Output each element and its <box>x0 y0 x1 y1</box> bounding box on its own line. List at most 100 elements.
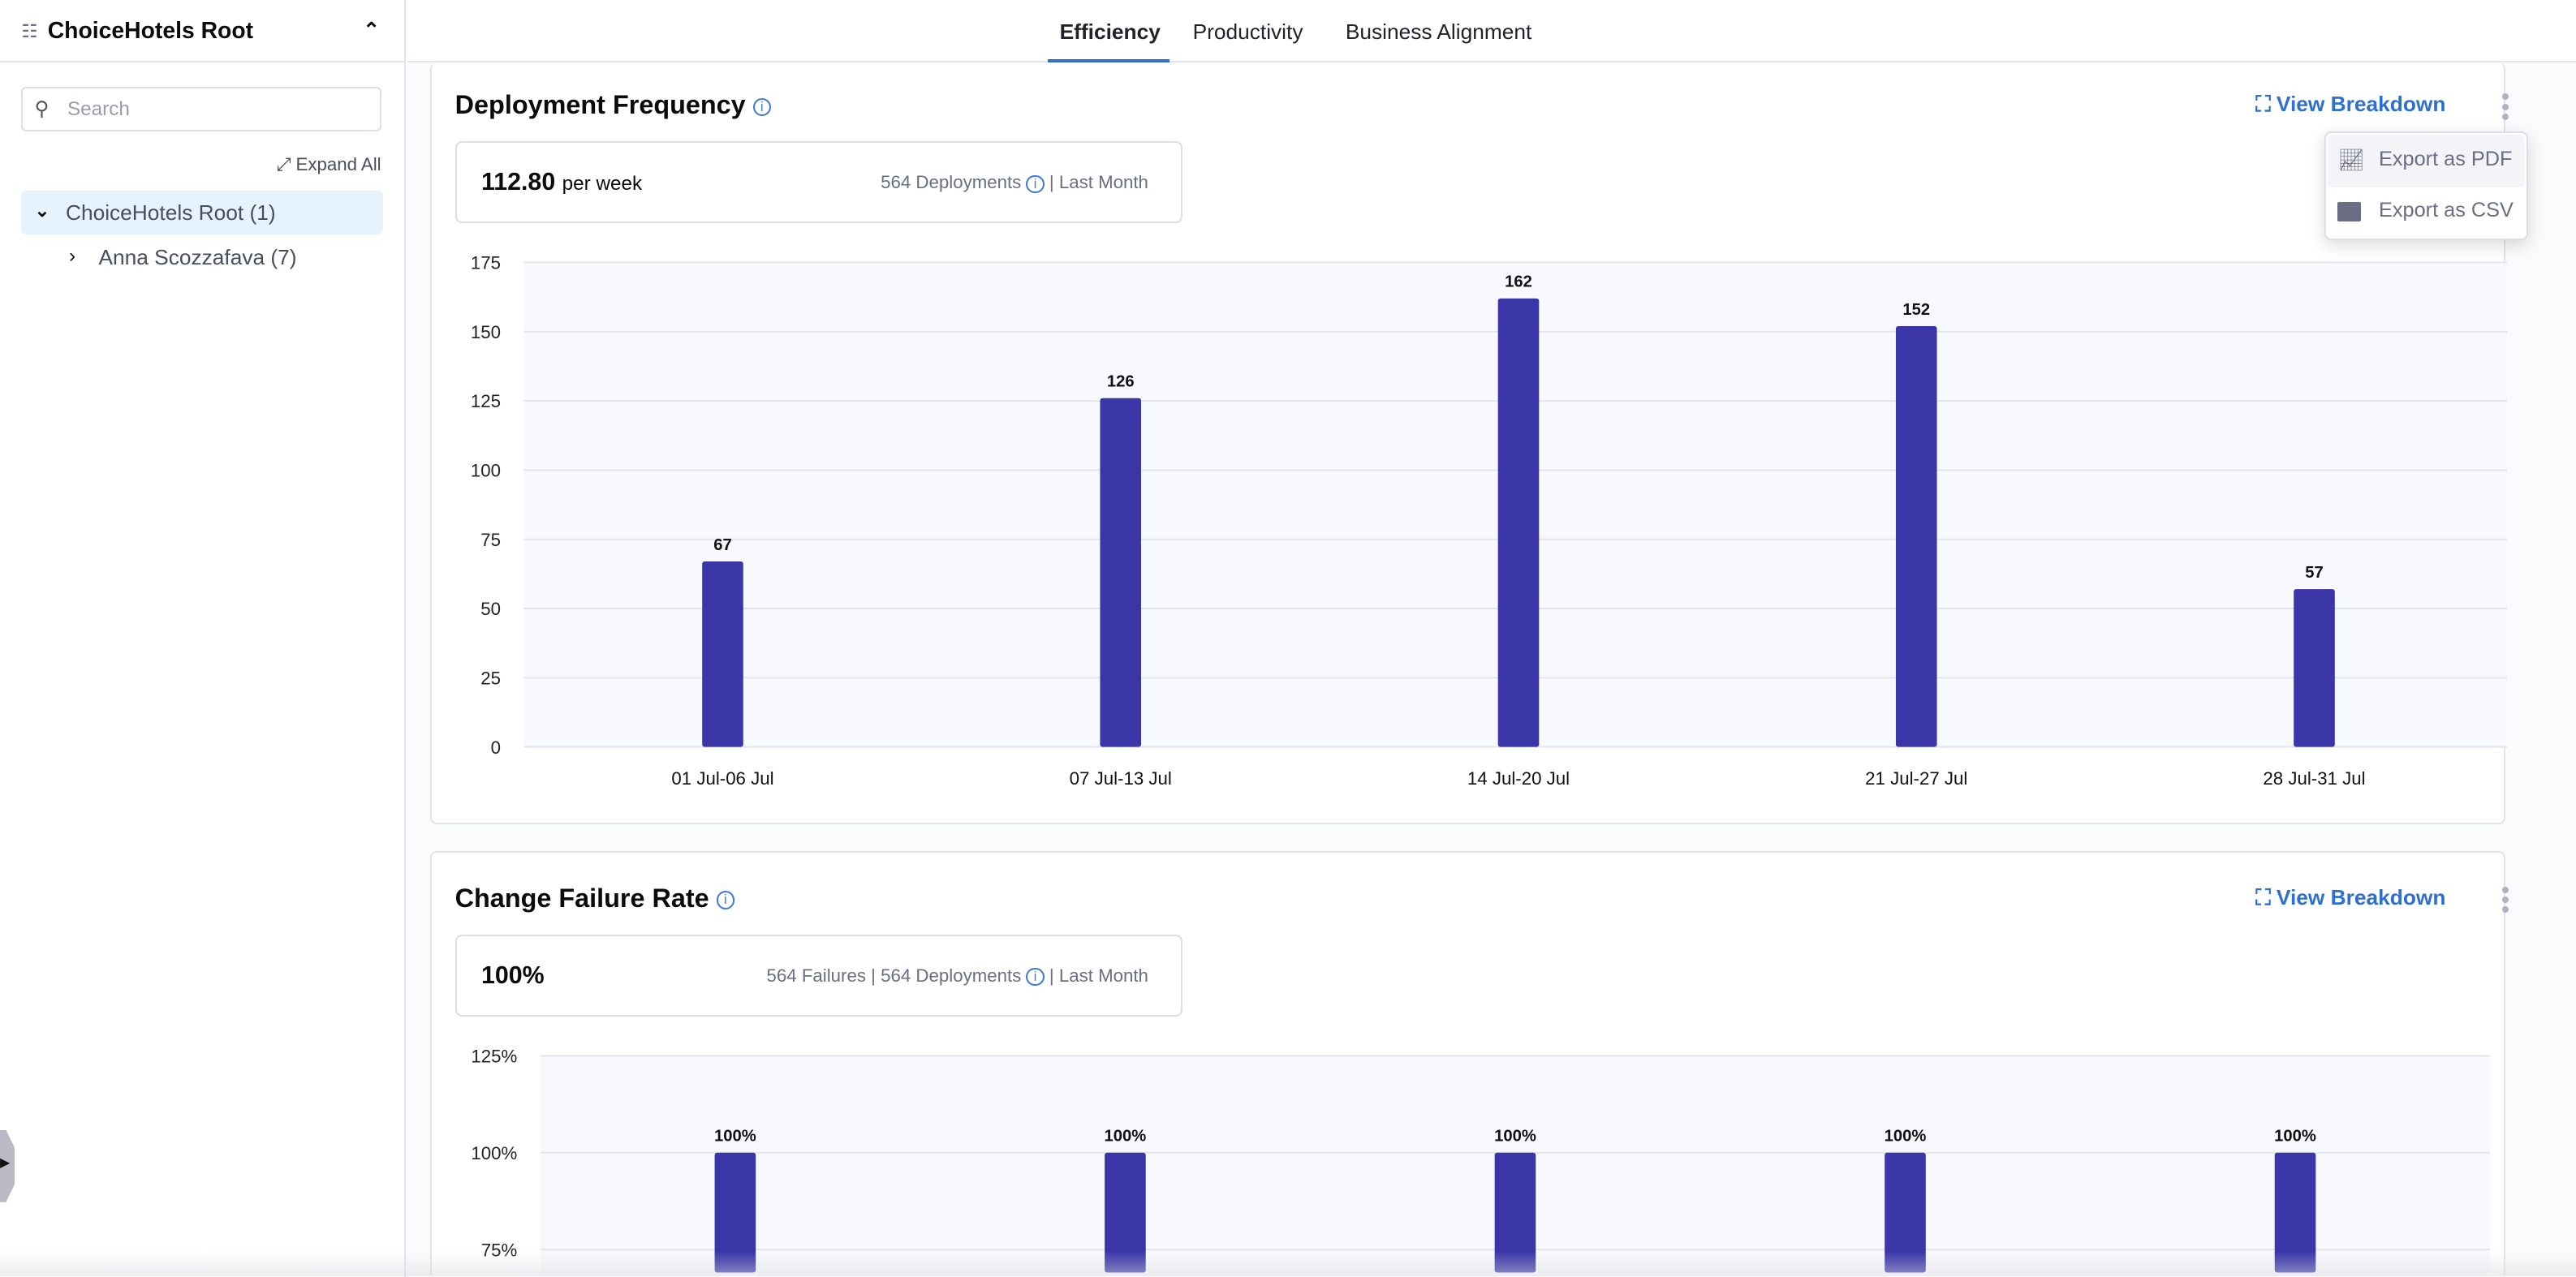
failures-count: 564 Failures <box>766 965 866 987</box>
view-breakdown-label: View Breakdown <box>2276 885 2446 909</box>
chevron-right-icon[interactable]: › <box>69 244 76 267</box>
card-title: Change Failure Rate i <box>455 884 734 914</box>
data-label: 126 <box>1107 373 1135 391</box>
menu-item-label: Export as CSV <box>2379 198 2514 221</box>
deployments-count: 564 Deployments <box>881 172 1022 193</box>
active-tab-indicator <box>1048 58 1170 62</box>
unit: per week <box>562 173 643 196</box>
y-tick-label: 150 <box>471 322 501 342</box>
bar <box>2275 1152 2316 1273</box>
y-tick-label: 125 <box>471 392 501 412</box>
search-icon: ⚲ <box>34 98 50 121</box>
summary-value: 112.80 per week <box>481 169 642 196</box>
tree-item-anna[interactable]: › Anna Scozzafava (7) <box>21 234 382 279</box>
y-tick-label: 0 <box>491 737 501 758</box>
x-tick-label: 07 Jul-13 Jul <box>1070 769 1172 789</box>
export-menu: 📈︎ Export as PDF Export as CSV <box>2324 131 2529 240</box>
bar <box>1494 1152 1536 1273</box>
change-failure-rate-chart: 75%100%125%100% 100% 100% 100% 100% <box>472 1047 2491 1273</box>
summary-value: 100% <box>481 962 545 990</box>
tab-business-alignment[interactable]: Business Alignment <box>1345 19 1532 45</box>
bar <box>1896 326 1937 747</box>
info-icon[interactable]: i <box>716 891 734 909</box>
x-tick-label: 14 Jul-20 Jul <box>1467 769 1570 789</box>
expand-all-button[interactable]: ⤢ Expand All <box>276 154 381 175</box>
data-label: 100% <box>1494 1128 1536 1146</box>
menu-item-export-csv[interactable]: Export as CSV <box>2328 189 2525 237</box>
bar <box>1885 1152 1927 1273</box>
bar <box>1105 1152 1147 1273</box>
card-title-text: Change Failure Rate <box>454 883 709 913</box>
summary-box: 112.80 per week 564 Deployments i | Last… <box>454 141 1183 224</box>
sidebar-title: ChoiceHotels Root <box>47 18 254 45</box>
summary-box: 100% 564 Failures | 564 Deployments i | … <box>454 934 1183 1017</box>
chart-plus-icon: 📈︎ <box>2337 148 2365 173</box>
change-failure-rate-card: Change Failure Rate i ⛶ View Breakdown 1… <box>430 850 2509 1275</box>
data-label: 100% <box>2274 1128 2316 1146</box>
data-label: 57 <box>2306 564 2324 582</box>
data-label: 67 <box>714 536 733 554</box>
hierarchy-icon: ☷ <box>21 21 38 42</box>
expand-icon: ⛶ <box>2255 92 2271 117</box>
menu-item-export-pdf[interactable]: 📈︎ Export as PDF <box>2328 134 2526 187</box>
tree-item-label: ChoiceHotels Root (1) <box>65 200 276 225</box>
bottom-fade <box>0 1251 2576 1276</box>
data-label: 152 <box>1903 301 1931 319</box>
data-label: 100% <box>714 1128 756 1146</box>
value: 112.80 <box>481 169 556 196</box>
y-tick-label: 75 <box>481 530 502 550</box>
search-placeholder: Search <box>67 98 130 121</box>
deployment-frequency-card: Deployment Frequency i ⛶ View Breakdown … <box>430 62 2509 825</box>
sidebar-header[interactable]: ☷ ChoiceHotels Root ⌃ <box>0 0 406 62</box>
card-title: Deployment Frequency i <box>455 90 771 120</box>
view-breakdown-button[interactable]: ⛶ View Breakdown <box>2255 92 2445 118</box>
table-icon <box>2337 201 2361 222</box>
tab-productivity[interactable]: Productivity <box>1192 19 1303 45</box>
tree-item-root[interactable]: ⌄ ChoiceHotels Root (1) <box>21 190 383 235</box>
summary-meta: 564 Deployments i | Last Month <box>881 172 1148 193</box>
bar <box>1498 299 1540 747</box>
expand-icon: ⤢ <box>276 154 291 175</box>
play-icon: ▶ <box>0 1155 11 1170</box>
expand-all-label: Expand All <box>295 154 381 175</box>
view-breakdown-label: View Breakdown <box>2276 92 2446 117</box>
bar <box>2294 589 2336 747</box>
tab-bar: Efficiency Productivity Business Alignme… <box>407 0 2576 62</box>
y-tick-label: 50 <box>481 599 502 619</box>
bar <box>714 1152 756 1273</box>
data-label: 100% <box>1885 1128 1927 1146</box>
more-options-icon[interactable] <box>2501 93 2509 123</box>
data-label: 162 <box>1505 273 1532 291</box>
search-input[interactable]: ⚲ Search <box>21 87 381 131</box>
y-tick-label: 100 <box>471 461 501 481</box>
time-range: Last Month <box>1058 965 1148 987</box>
time-range: Last Month <box>1058 172 1148 193</box>
sidebar-collapse-handle[interactable]: ▶ <box>0 1129 15 1202</box>
x-tick-label: 21 Jul-27 Jul <box>1866 769 1968 789</box>
bar <box>702 561 744 747</box>
x-tick-label: 28 Jul-31 Jul <box>2264 769 2366 789</box>
chevron-up-icon[interactable]: ⌃ <box>363 19 380 42</box>
chevron-down-icon[interactable]: ⌄ <box>34 200 50 221</box>
y-tick-label: 125% <box>472 1047 518 1067</box>
summary-meta: 564 Failures | 564 Deployments i | Last … <box>766 965 1148 987</box>
card-title-text: Deployment Frequency <box>454 90 746 120</box>
deployment-frequency-chart: 0 25 50 75 100 125 150 175 67 01 Jul-06 Jul 126 07 … <box>471 253 2507 789</box>
x-tick-label: 01 Jul-06 Jul <box>672 769 774 789</box>
sidebar: ☷ ChoiceHotels Root ⌃ ⚲ Search ⤢ Expand … <box>0 0 406 1277</box>
deployments-count: 564 Deployments <box>881 965 1022 987</box>
view-breakdown-button[interactable]: ⛶ View Breakdown <box>2255 885 2445 911</box>
menu-item-label: Export as PDF <box>2379 148 2513 171</box>
bar <box>1100 398 1142 747</box>
tree-item-label: Anna Scozzafava (7) <box>98 244 297 269</box>
y-tick-label: 100% <box>472 1143 518 1163</box>
y-tick-label: 25 <box>481 669 502 689</box>
tab-efficiency[interactable]: Efficiency <box>1059 19 1161 45</box>
more-options-icon[interactable] <box>2501 887 2509 916</box>
expand-icon: ⛶ <box>2255 885 2271 909</box>
info-icon[interactable]: i <box>752 97 771 116</box>
info-icon[interactable]: i <box>1026 174 1045 193</box>
info-icon[interactable]: i <box>1026 968 1045 987</box>
data-label: 100% <box>1105 1128 1147 1146</box>
